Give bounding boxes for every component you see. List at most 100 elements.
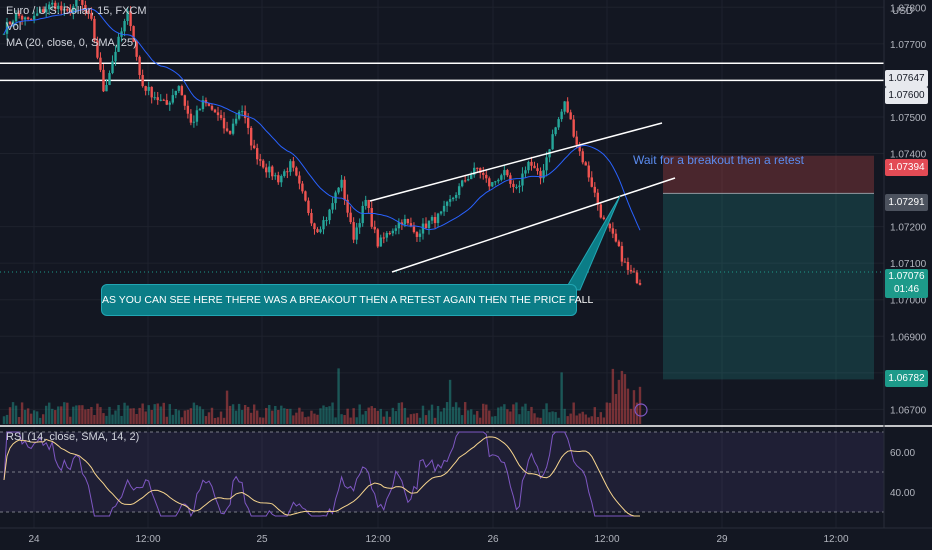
volume-bar — [325, 407, 328, 424]
volume-bar — [367, 407, 370, 424]
volume-legend[interactable]: Vol — [6, 21, 22, 33]
candle-body — [117, 36, 120, 52]
volume-bar — [373, 408, 376, 424]
volume-bar — [78, 405, 81, 424]
rsi-band — [0, 432, 884, 512]
candle-body — [382, 237, 385, 239]
candle-body — [569, 112, 572, 120]
volume-bar — [147, 405, 150, 424]
volume-bar — [587, 417, 590, 424]
price-label-entry: 1.07291 — [885, 194, 928, 211]
volume-bar — [623, 374, 627, 424]
candle-body — [123, 20, 126, 32]
candle-body — [189, 113, 193, 123]
volume-bar — [44, 405, 48, 424]
candle-body — [473, 167, 476, 175]
candle-body — [171, 95, 174, 103]
volume-bar — [171, 414, 174, 424]
volume-bar — [201, 409, 205, 424]
volume-bar — [403, 407, 407, 424]
time-tick-label: 29 — [716, 534, 728, 545]
volume-bar — [509, 411, 512, 424]
candle-body — [183, 95, 187, 106]
analysis-callout[interactable]: AS YOU CAN SEE HERE THERE WAS A BREAKOUT… — [101, 284, 593, 316]
candle-body — [346, 199, 349, 213]
candle-body — [255, 148, 259, 160]
ma-line — [3, 8, 641, 231]
volume-bar — [57, 406, 60, 424]
symbol-title[interactable]: Euro / U.S. Dollar, 15, FXCM — [6, 5, 147, 17]
candle-body — [192, 121, 196, 123]
candle-body — [213, 109, 217, 113]
volume-bar — [195, 405, 199, 424]
volume-bar — [72, 406, 75, 424]
volume-bar — [337, 368, 340, 424]
volume-bar — [421, 405, 425, 424]
candle-body — [165, 100, 168, 105]
volume-bar — [93, 414, 96, 424]
candle-body — [283, 171, 286, 177]
price-tick-label: 1.07200 — [890, 223, 927, 234]
volume-bar — [322, 405, 325, 424]
candle-body — [23, 17, 27, 20]
candle-body — [415, 232, 419, 237]
candle-body — [48, 4, 51, 10]
volume-bar — [129, 408, 132, 424]
candle-body — [268, 166, 271, 173]
volume-bar — [105, 415, 108, 424]
volume-bar — [60, 406, 63, 424]
rsi-legend[interactable]: RSI (14, close, SMA, 14, 2) — [6, 431, 140, 443]
volume-bar — [352, 408, 355, 424]
candle-body — [32, 15, 36, 20]
volume-bar — [599, 412, 603, 424]
volume-bar — [364, 410, 367, 424]
candle-body — [503, 170, 506, 176]
volume-bar — [436, 406, 440, 424]
volume-bar — [69, 416, 72, 424]
volume-bar — [81, 405, 84, 424]
ma-legend[interactable]: MA (20, close, 0, SMA, 25) — [6, 37, 137, 49]
candle-body — [313, 223, 316, 230]
candle-body — [379, 237, 382, 247]
volume-bar — [87, 408, 90, 424]
volume-bar — [141, 403, 144, 424]
candle-body — [575, 136, 578, 145]
candle-body — [539, 171, 542, 179]
time-tick-label: 12:00 — [365, 534, 390, 545]
candle-body — [207, 103, 211, 106]
volume-bar — [144, 411, 147, 424]
currency-label: USD — [892, 6, 914, 17]
volume-bar — [54, 410, 57, 424]
horizontal-levels — [0, 62, 884, 273]
candle-body — [102, 69, 105, 92]
analysis-note[interactable]: Wait for a breakout then a retest — [633, 153, 804, 167]
volume-bar — [397, 402, 401, 424]
candle-body — [427, 220, 431, 229]
volume-bar — [602, 417, 606, 424]
candle-body — [44, 9, 48, 13]
volume-bar — [8, 407, 12, 424]
candle-body — [581, 151, 584, 163]
volume-bar — [29, 413, 33, 424]
candle-body — [454, 195, 458, 198]
volume-bar — [515, 402, 518, 424]
volume-bar — [494, 416, 497, 424]
time-tick-label: 12:00 — [823, 534, 848, 545]
candle-body — [105, 84, 108, 92]
volume-bar — [482, 403, 485, 424]
volume-bar — [491, 416, 494, 424]
candle-body — [93, 18, 96, 41]
volume-bar — [138, 407, 141, 424]
volume-bar — [183, 410, 187, 424]
volume-bar — [228, 405, 232, 424]
candle-body — [159, 99, 162, 101]
volume-bar — [358, 404, 361, 424]
volume-bar — [626, 388, 630, 424]
volume-bar — [500, 406, 503, 424]
candle-body — [466, 179, 470, 181]
volume-bar — [614, 393, 618, 424]
volume-bar — [451, 406, 455, 424]
volume-bar — [63, 402, 66, 424]
volume-bar — [216, 417, 220, 424]
candle-body — [506, 170, 509, 176]
